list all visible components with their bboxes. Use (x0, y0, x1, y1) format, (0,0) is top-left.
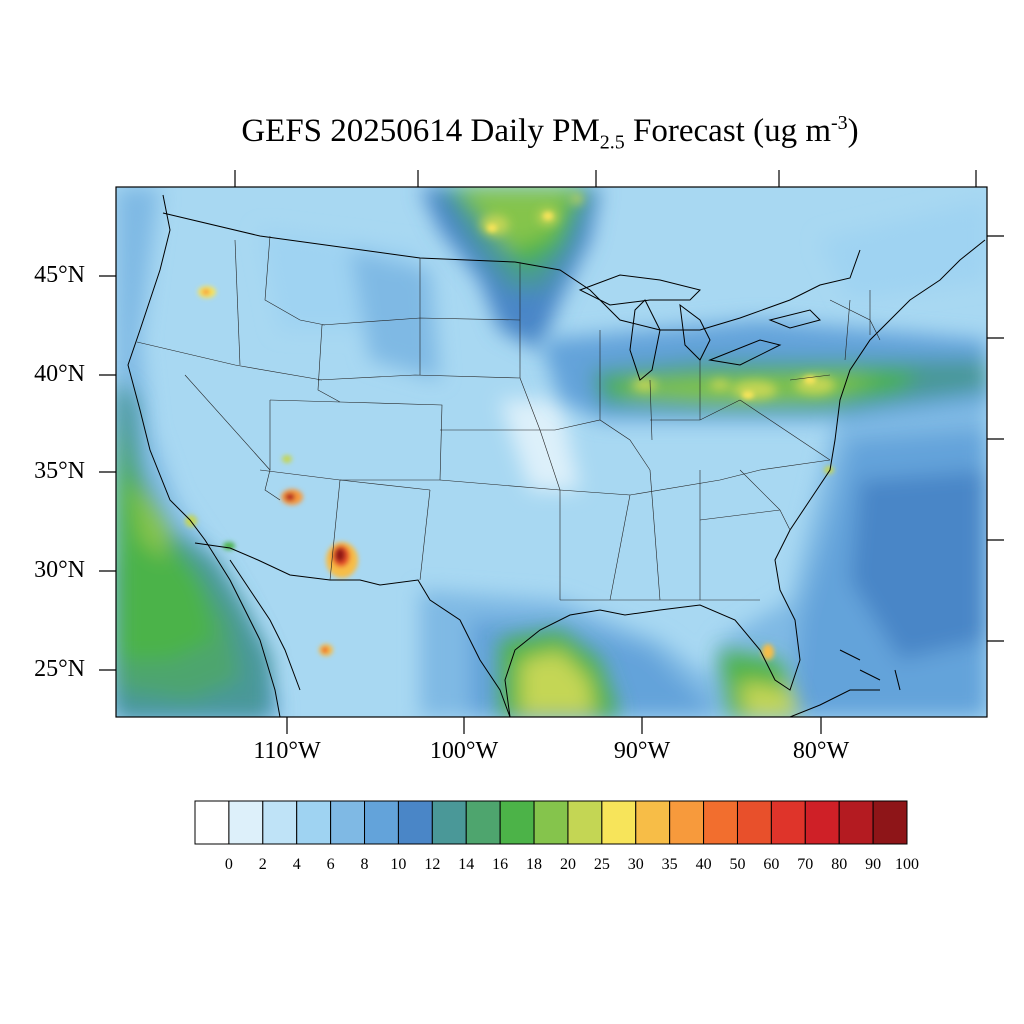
lon-label-90w: 90°W (613, 738, 671, 764)
legend-level-label: 16 (492, 856, 509, 873)
tick-marks (99, 170, 1004, 734)
legend-level-label: 90 (865, 856, 882, 873)
map-title: GEFS 20250614 Daily PM2.5 Forecast (ug m… (241, 112, 859, 154)
legend-level-label: 40 (695, 856, 712, 873)
legend-swatch (499, 800, 535, 845)
lon-label-80w: 80°W (792, 738, 850, 764)
legend-swatch (601, 800, 637, 845)
legend-level-label: 100 (895, 856, 919, 873)
legend-level-label: 10 (390, 856, 407, 873)
legend-level-label: 12 (424, 856, 441, 873)
legend-swatch (330, 800, 366, 845)
map-frame (115, 186, 988, 718)
legend-level-label: 4 (292, 856, 301, 873)
lon-label-110w: 110°W (253, 738, 321, 764)
legend-level-label: 2 (258, 856, 267, 873)
legend-swatch (567, 800, 603, 845)
legend-swatch (669, 800, 705, 845)
legend-swatch (770, 800, 806, 845)
lat-label-45: 45°N (34, 262, 85, 288)
lat-label-40: 40°N (34, 361, 85, 387)
legend-level-label: 70 (797, 856, 814, 873)
legend-level-label: 30 (627, 856, 644, 873)
lat-label-35: 35°N (34, 458, 85, 484)
legend-swatch (804, 800, 840, 845)
lon-label-100w: 100°W (429, 738, 499, 764)
legend-level-label: 0 (224, 856, 233, 873)
legend-swatch (431, 800, 467, 845)
legend-level-label: 35 (661, 856, 678, 873)
legend-swatch (194, 800, 230, 845)
legend-swatch (262, 800, 298, 845)
legend-level-label: 50 (729, 856, 746, 873)
pm25-field (116, 187, 987, 717)
legend-level-label: 60 (763, 856, 780, 873)
legend-swatch (296, 800, 332, 845)
legend-level-label: 25 (593, 856, 610, 873)
legend-swatch (872, 800, 908, 845)
legend-level-label: 20 (559, 856, 576, 873)
legend-swatch (465, 800, 501, 845)
state-borders (136, 235, 881, 601)
legend-swatch (736, 800, 772, 845)
legend-swatch (703, 800, 738, 845)
legend-swatch (364, 800, 399, 845)
legend-swatch (397, 800, 433, 845)
legend-level-label: 8 (360, 856, 369, 873)
legend-swatch (635, 800, 671, 845)
lat-label-30: 30°N (34, 557, 85, 583)
legend-swatch (838, 800, 874, 845)
legend-level-label: 14 (458, 856, 475, 873)
legend-level-label: 18 (526, 856, 543, 873)
legend-swatch (533, 800, 569, 845)
legend-level-label: 80 (831, 856, 848, 873)
lat-label-25: 25°N (34, 656, 85, 682)
legend-level-label: 6 (326, 856, 335, 873)
legend-swatch (228, 800, 264, 845)
